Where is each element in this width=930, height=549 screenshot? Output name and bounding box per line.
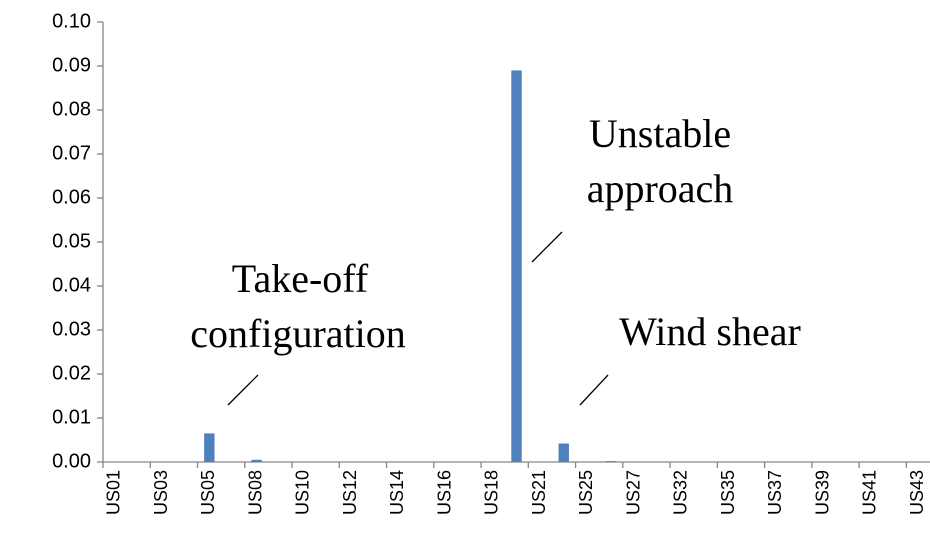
bar bbox=[511, 70, 522, 463]
x-tick-label: US14 bbox=[387, 470, 407, 515]
x-tick-label: US05 bbox=[198, 470, 218, 515]
x-tick-label: US03 bbox=[151, 470, 171, 515]
x-tick-label: US10 bbox=[293, 470, 313, 515]
bar bbox=[605, 461, 617, 462]
y-tick-label: 0.07 bbox=[52, 142, 91, 164]
y-tick-label: 0.04 bbox=[52, 274, 91, 296]
y-tick-label: 0.08 bbox=[52, 98, 91, 120]
y-tick-label: 0.00 bbox=[52, 450, 91, 472]
y-tick-label: 0.05 bbox=[52, 230, 91, 252]
y-tick-label: 0.10 bbox=[52, 10, 91, 32]
y-tick-label: 0.09 bbox=[52, 54, 91, 76]
y-tick-label: 0.06 bbox=[52, 186, 91, 208]
annotation: Unstable bbox=[589, 111, 731, 156]
y-tick-label: 0.03 bbox=[52, 318, 91, 340]
x-tick-label: US21 bbox=[529, 470, 549, 515]
x-tick-label: US01 bbox=[104, 470, 124, 515]
x-tick-label: US18 bbox=[482, 470, 502, 515]
x-tick-label: US35 bbox=[718, 470, 738, 515]
leader-line bbox=[227, 374, 259, 406]
x-tick-label: US25 bbox=[576, 470, 596, 515]
x-tick-label: US12 bbox=[340, 470, 360, 515]
annotation: Wind shear bbox=[619, 309, 801, 354]
bar bbox=[204, 433, 215, 462]
bar bbox=[558, 443, 569, 462]
x-tick-label: US41 bbox=[860, 470, 880, 515]
x-tick-label: US32 bbox=[671, 470, 691, 515]
x-tick-label: US43 bbox=[907, 470, 927, 515]
leader-line bbox=[579, 374, 609, 406]
x-tick-label: US08 bbox=[245, 470, 265, 515]
y-tick-label: 0.01 bbox=[52, 406, 91, 428]
y-tick-label: 0.02 bbox=[52, 362, 91, 384]
annotation: Take-off bbox=[232, 256, 369, 301]
x-tick-label: US27 bbox=[623, 470, 643, 515]
annotation: approach bbox=[587, 166, 734, 211]
x-tick-label: US37 bbox=[765, 470, 785, 515]
x-tick-label: US39 bbox=[812, 470, 832, 515]
x-tick-label: US16 bbox=[434, 470, 454, 515]
bar bbox=[251, 459, 262, 462]
leader-line bbox=[531, 231, 563, 263]
annotation: configuration bbox=[190, 311, 406, 356]
